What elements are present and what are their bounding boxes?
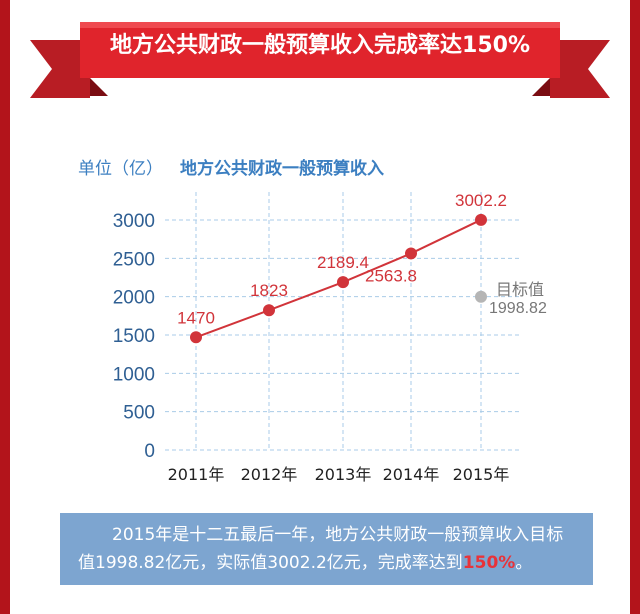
- left-border-bar: [0, 0, 10, 614]
- line-chart: 单位（亿） 地方公共财政一般预算收入 0 500 1000 1500 2000 2500 3…: [78, 158, 547, 484]
- y-tick-label: 0: [144, 441, 155, 462]
- y-tick-label: 2000: [113, 288, 155, 309]
- x-tick-label: 2014年: [383, 465, 440, 484]
- caption-highlight: 150%: [462, 553, 516, 573]
- caption-tail: 。: [515, 553, 533, 573]
- data-point: [263, 304, 275, 317]
- data-point: [337, 276, 349, 289]
- data-point: [190, 331, 202, 344]
- data-point: [405, 247, 417, 260]
- target-label: 目标值: [496, 280, 544, 299]
- data-label: 2563.8: [365, 266, 417, 285]
- title-ribbon: [30, 22, 610, 98]
- y-tick-label: 2500: [113, 249, 155, 270]
- x-tick-label: 2015年: [453, 465, 510, 484]
- caption-box: 2015年是十二五最后一年，地方公共财政一般预算收入目标值1998.82亿元，实…: [60, 513, 593, 585]
- y-tick-label: 1000: [113, 364, 155, 385]
- data-label: 3002.2: [455, 191, 507, 210]
- caption-main: 2015年是十二五最后一年，地方公共财政一般预算收入目标值1998.82亿元，实…: [78, 525, 564, 573]
- x-tick-label: 2011年: [168, 465, 225, 484]
- target-point: [475, 290, 487, 303]
- y-tick-label: 3000: [113, 211, 155, 232]
- data-label: 1470: [177, 308, 215, 327]
- banner-title: 地方公共财政一般预算收入完成率达150%: [110, 33, 530, 58]
- caption-text: 2015年是十二五最后一年，地方公共财政一般预算收入目标值1998.82亿元，实…: [78, 521, 578, 577]
- unit-label: 单位（亿）: [78, 159, 163, 178]
- grid: [165, 192, 520, 451]
- chart-title: 地方公共财政一般预算收入: [180, 158, 384, 179]
- y-tick-label: 1500: [113, 326, 155, 347]
- data-label: 1823: [250, 281, 288, 300]
- x-tick-label: 2013年: [315, 465, 372, 484]
- right-border-bar: [630, 0, 640, 614]
- x-tick-label: 2012年: [241, 465, 298, 484]
- data-point: [475, 213, 487, 226]
- target-value-label: 1998.82: [489, 300, 547, 317]
- y-tick-label: 500: [123, 403, 155, 424]
- axes: 0 500 1000 1500 2000 2500 3000 2011年 2012年 2013年 2…: [113, 211, 510, 484]
- target-marker: 目标值1998.82: [475, 280, 547, 317]
- data-label: 2189.4: [317, 253, 369, 272]
